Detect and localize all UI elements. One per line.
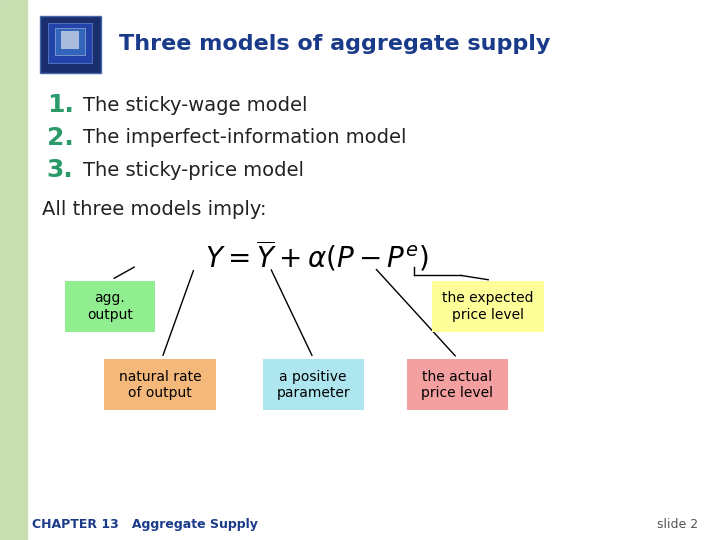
Text: The sticky-wage model: The sticky-wage model (83, 96, 307, 115)
Text: The sticky-price model: The sticky-price model (83, 160, 304, 180)
Bar (48, 23, 92, 63)
Text: 2.: 2. (47, 126, 73, 150)
Text: the expected
price level: the expected price level (442, 292, 534, 321)
Bar (432, 281, 544, 332)
Text: 1.: 1. (47, 93, 73, 117)
Bar (65, 281, 155, 332)
Text: $\mathit{Y} = \overline{\mathit{Y}} + \alpha(\mathit{P} - \mathit{P}^e)$: $\mathit{Y} = \overline{\mathit{Y}} + \a… (205, 239, 428, 274)
Bar (55, 28, 85, 55)
Bar (104, 359, 216, 410)
Text: natural rate
of output: natural rate of output (119, 370, 202, 400)
Text: 3.: 3. (47, 158, 73, 182)
Text: the actual
price level: the actual price level (421, 370, 493, 400)
Text: The imperfect-information model: The imperfect-information model (83, 128, 406, 147)
Text: Three models of aggregate supply: Three models of aggregate supply (119, 34, 550, 55)
Text: slide 2: slide 2 (657, 518, 698, 531)
Bar (40, 16, 101, 73)
Text: CHAPTER 13   Aggregate Supply: CHAPTER 13 Aggregate Supply (32, 518, 258, 531)
Text: a positive
parameter: a positive parameter (276, 370, 350, 400)
Bar (61, 31, 79, 49)
Text: All three models imply:: All three models imply: (42, 200, 266, 219)
Bar (263, 359, 364, 410)
Bar (407, 359, 508, 410)
Text: agg.
output: agg. output (87, 292, 132, 321)
Bar (0, 0, 27, 540)
